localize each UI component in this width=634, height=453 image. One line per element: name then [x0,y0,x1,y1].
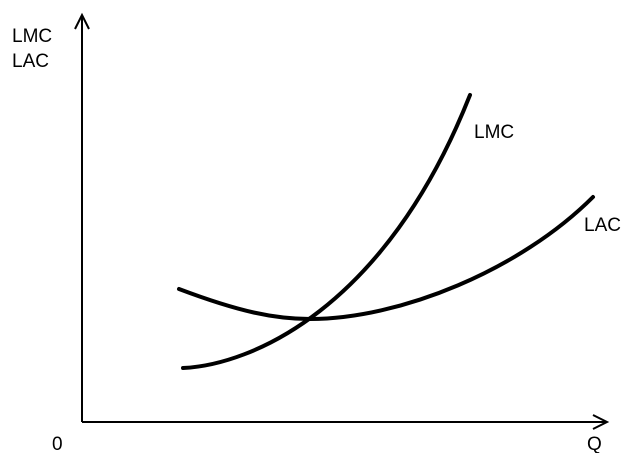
x-axis-label: Q [587,434,602,453]
lmc-curve-label: LMC [474,122,514,143]
y-axis-label-line1: LMC [12,26,52,47]
y-axis-arrowhead [74,12,90,30]
lmc-curve [181,93,472,370]
lac-curve-label: LAC [584,215,621,236]
origin-label: 0 [52,434,63,453]
axes [74,12,610,430]
curves [177,93,595,370]
x-axis-arrowhead [592,414,610,430]
y-axis-label-line2: LAC [12,51,49,72]
lac-curve [177,195,595,322]
